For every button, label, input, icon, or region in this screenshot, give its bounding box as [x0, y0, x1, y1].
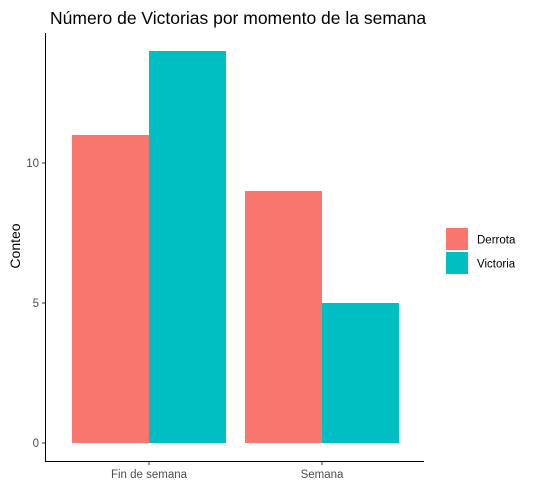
- x-tick-label: Fin de semana: [111, 469, 188, 481]
- plot-area: [72, 51, 399, 443]
- y-tick-label: 10: [26, 158, 39, 170]
- y-axis-ticks: 0 5 10: [26, 158, 45, 450]
- bar-derrota-semana: [245, 191, 322, 443]
- bar-victoria-fin-de-semana: [149, 51, 226, 443]
- legend-swatch-victoria: [446, 252, 468, 274]
- x-tick-label: Semana: [301, 469, 344, 481]
- x-axis-ticks: Fin de semana Semana: [111, 462, 344, 481]
- bar-victoria-semana: [322, 303, 399, 443]
- legend-swatch-derrota: [446, 228, 468, 250]
- bar-derrota-fin-de-semana: [72, 135, 149, 443]
- y-tick-label: 5: [33, 298, 39, 310]
- legend: Derrota Victoria: [446, 228, 516, 274]
- y-tick-label: 0: [33, 438, 39, 450]
- y-axis-label: Conteo: [7, 223, 23, 268]
- legend-label-victoria: Victoria: [477, 259, 516, 271]
- legend-label-derrota: Derrota: [477, 235, 516, 247]
- chart-title: Número de Victorias por momento de la se…: [50, 8, 426, 28]
